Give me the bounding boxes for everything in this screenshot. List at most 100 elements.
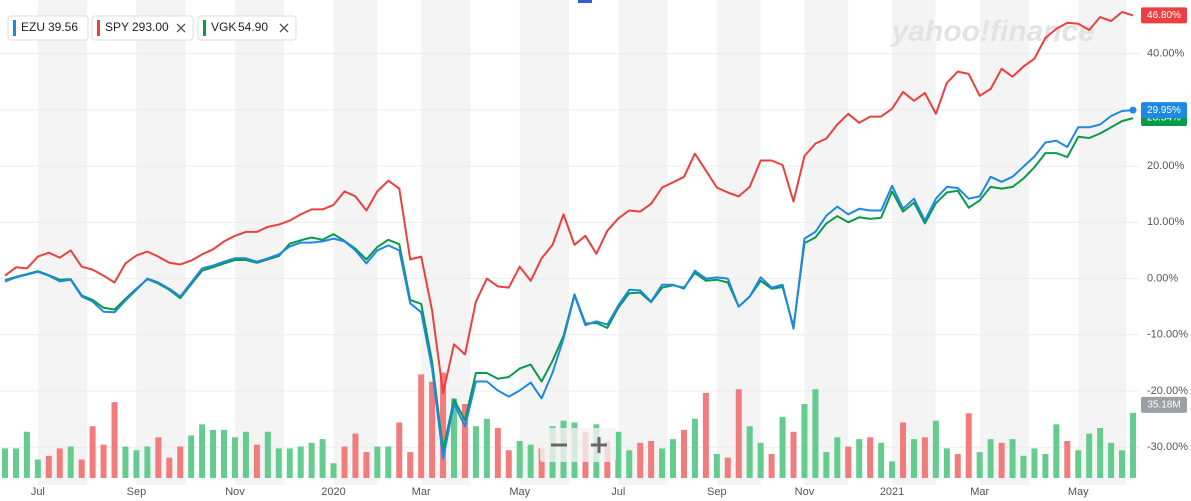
volume-bar xyxy=(757,442,764,478)
volume-bar xyxy=(1075,450,1082,478)
month-band xyxy=(234,0,285,485)
lines xyxy=(4,11,1134,460)
zoom-controls[interactable] xyxy=(540,428,616,462)
volume-bar xyxy=(856,439,863,478)
volume-bar xyxy=(998,442,1005,478)
volume-bar xyxy=(1130,412,1136,478)
volume-bar xyxy=(155,437,162,478)
legend-remove[interactable] xyxy=(176,23,186,33)
legend-item[interactable]: EZU 39.56 xyxy=(7,15,89,41)
volume-bar xyxy=(144,446,151,478)
volume-bar xyxy=(122,446,129,478)
last-value-label: 29.95% xyxy=(1147,105,1181,116)
volume-bar xyxy=(801,404,808,478)
volume-bar xyxy=(429,381,436,478)
legend-remove[interactable] xyxy=(279,23,289,33)
volume-bar xyxy=(199,424,206,478)
volume-bar xyxy=(407,452,414,478)
volume-bar xyxy=(385,446,392,478)
volume-bar xyxy=(812,389,819,478)
month-band xyxy=(618,0,668,485)
month-band xyxy=(804,0,849,485)
volume-bar xyxy=(34,459,41,478)
legend-swatch xyxy=(13,20,16,36)
volume-bar xyxy=(670,439,677,478)
volume-bar xyxy=(779,416,786,478)
x-tick-label: 2021 xyxy=(880,486,904,498)
legend-swatch xyxy=(97,20,100,36)
volume-bar xyxy=(637,442,644,478)
volume xyxy=(2,372,1136,478)
volume-bar xyxy=(987,439,994,478)
volume-bar xyxy=(78,459,85,478)
x-tick-label: Nov xyxy=(225,486,245,498)
volume-bar xyxy=(702,392,709,478)
x-tick-label: May xyxy=(509,486,530,498)
volume-bar xyxy=(834,437,841,478)
volume-bar xyxy=(418,374,425,478)
volume-bar xyxy=(932,420,939,478)
volume-bar xyxy=(461,404,468,478)
volume-bar xyxy=(297,446,304,478)
volume-bar xyxy=(451,398,458,478)
series-line xyxy=(4,109,1134,460)
volume-bar xyxy=(878,442,885,478)
volume-bar xyxy=(615,431,622,478)
zoom-panel xyxy=(540,428,616,462)
volume-bar xyxy=(23,431,30,478)
y-tick-label: 40.00% xyxy=(1147,48,1185,60)
volume-bar xyxy=(527,444,534,478)
volume-bar xyxy=(1097,428,1104,478)
volume-bar xyxy=(889,461,896,478)
legend-item[interactable]: SPY 293.00 xyxy=(91,15,194,41)
volume-bar xyxy=(12,448,19,478)
volume-bar xyxy=(341,446,348,478)
volume-bar xyxy=(440,372,447,478)
volume-bar xyxy=(188,435,195,478)
volume-bar xyxy=(308,442,315,478)
volume-bar xyxy=(790,431,797,478)
legend: EZU 39.56 SPY 293.00 VGK 54.90 xyxy=(7,15,297,41)
volume-bar xyxy=(505,450,512,478)
volume-bar xyxy=(166,457,173,478)
y-tick-label: 20.00% xyxy=(1147,160,1185,172)
x-tick-label: Jul xyxy=(31,486,45,498)
legend-price: 293.00 xyxy=(132,20,169,34)
volume-bar xyxy=(210,429,217,478)
volume-bar xyxy=(2,448,8,478)
month-band xyxy=(519,0,569,485)
top-handle[interactable] xyxy=(578,0,592,3)
volume-bar xyxy=(89,426,96,478)
volume-bar xyxy=(177,446,184,478)
volume-bar xyxy=(67,446,74,478)
x-tick-label: Mar xyxy=(970,486,989,498)
legend-price: 39.56 xyxy=(48,20,78,34)
x-tick-label: May xyxy=(1068,486,1089,498)
y-tick-label: -20.00% xyxy=(1147,385,1188,397)
x-tick-label: Nov xyxy=(795,486,815,498)
volume-bar xyxy=(1053,424,1060,478)
volume-bar xyxy=(275,448,282,478)
last-value-box xyxy=(1141,7,1187,24)
volume-bar xyxy=(516,441,523,478)
volume-bar xyxy=(867,437,874,478)
volume-bar xyxy=(330,463,337,478)
legend-item[interactable]: VGK 54.90 xyxy=(197,15,297,41)
volume-bar xyxy=(100,444,107,478)
volume-bar xyxy=(845,446,852,478)
volume-bar xyxy=(921,437,928,478)
volume-bar xyxy=(910,439,917,478)
volume-bar xyxy=(1009,439,1016,478)
legend-name: VGK xyxy=(211,20,236,34)
x-tick-label: Mar xyxy=(412,486,431,498)
month-band xyxy=(1078,0,1127,485)
volume-bar xyxy=(746,426,753,478)
volume-bar xyxy=(472,426,479,478)
x-tick-label: Sep xyxy=(707,486,727,498)
volume-bar xyxy=(626,450,633,478)
legend-name: SPY xyxy=(105,20,129,34)
legend-price: 54.90 xyxy=(238,20,268,34)
volume-bar xyxy=(494,428,501,478)
volume-bar xyxy=(538,448,545,478)
volume-bar xyxy=(363,452,370,478)
